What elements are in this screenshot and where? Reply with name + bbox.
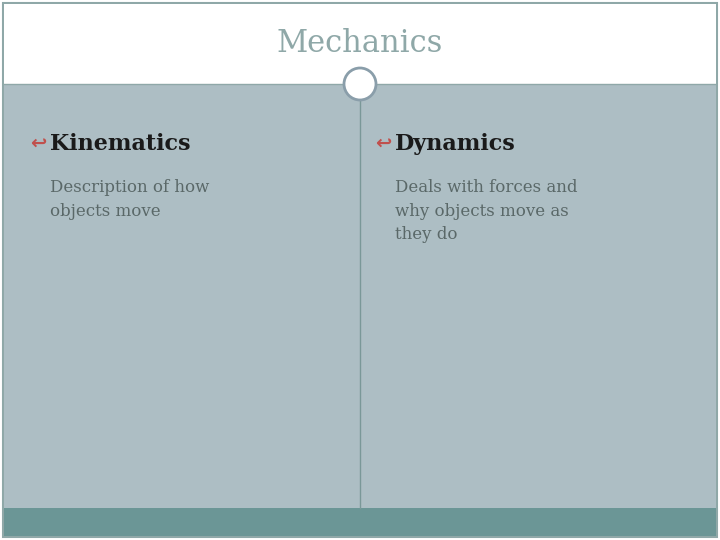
Text: ↩: ↩ <box>30 134 46 153</box>
Text: ↩: ↩ <box>375 134 392 153</box>
Circle shape <box>344 68 376 100</box>
FancyBboxPatch shape <box>3 3 717 537</box>
Text: Kinematics: Kinematics <box>50 133 191 155</box>
Text: Deals with forces and
why objects move as
they do: Deals with forces and why objects move a… <box>395 179 577 243</box>
Bar <box>4 84 716 508</box>
Bar <box>4 4 716 84</box>
Text: Mechanics: Mechanics <box>276 29 444 59</box>
Text: Description of how
objects move: Description of how objects move <box>50 179 210 219</box>
Text: Dynamics: Dynamics <box>395 133 516 155</box>
Bar <box>4 508 716 536</box>
